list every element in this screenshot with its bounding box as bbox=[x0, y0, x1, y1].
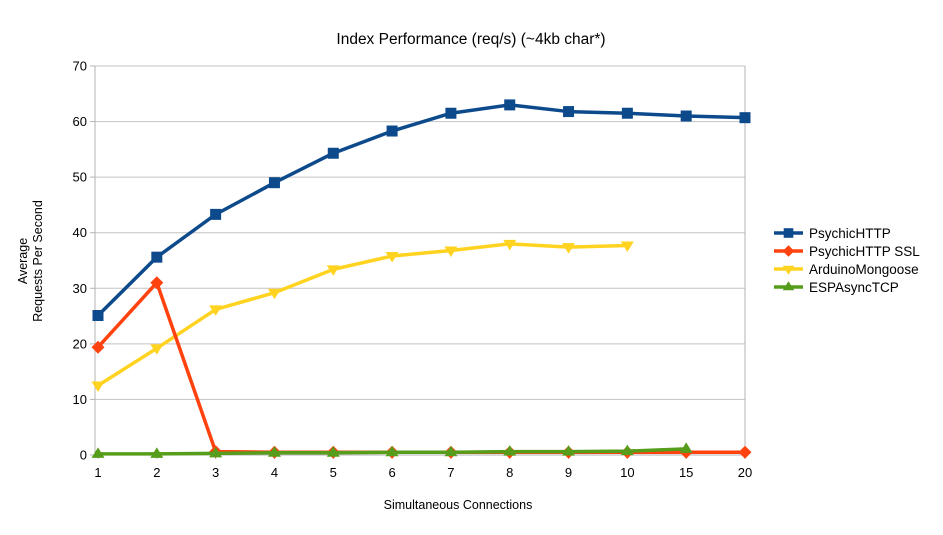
data-point-marker bbox=[91, 340, 105, 354]
legend-item-psychichttp: PsychicHTTP bbox=[774, 226, 891, 241]
data-point-marker bbox=[210, 208, 222, 220]
x-tick-label: 2 bbox=[153, 465, 160, 480]
chart-title: Index Performance (req/s) (~4kb char*) bbox=[336, 31, 605, 48]
data-point-marker bbox=[91, 381, 105, 393]
legend-marker-diamond-icon bbox=[782, 245, 795, 257]
legend-item-espasynctcp: ESPAsyncTCP bbox=[774, 280, 899, 295]
x-tick-label: 5 bbox=[330, 465, 337, 480]
y-tick-label: 30 bbox=[73, 281, 87, 296]
series-lines bbox=[91, 99, 752, 459]
x-tick-label: 4 bbox=[271, 465, 278, 480]
legend-label: PsychicHTTP SSL bbox=[809, 244, 920, 259]
data-point-marker bbox=[92, 310, 104, 322]
data-point-marker bbox=[444, 246, 458, 257]
data-point-marker bbox=[267, 288, 281, 300]
y-axis-title-line2: Requests Per Second bbox=[31, 200, 45, 322]
data-point-marker bbox=[503, 239, 517, 251]
data-point-marker bbox=[267, 446, 281, 457]
data-point-marker bbox=[620, 444, 634, 456]
data-point-marker bbox=[150, 344, 164, 355]
series-line bbox=[96, 280, 745, 454]
x-tick-label: 9 bbox=[565, 465, 572, 480]
data-point-marker bbox=[562, 243, 576, 254]
data-point-marker bbox=[326, 265, 340, 276]
y-tick-label: 0 bbox=[80, 448, 87, 463]
legend-item-arduinomongoose: ArduinoMongoose bbox=[774, 262, 919, 277]
x-tick-label: 6 bbox=[388, 465, 395, 480]
data-point-marker bbox=[445, 107, 457, 119]
legend: PsychicHTTP PsychicHTTP SSL ArduinoMongoos… bbox=[774, 226, 920, 295]
data-point-marker bbox=[268, 177, 280, 189]
x-tick-label: 8 bbox=[506, 465, 513, 480]
y-tick-label: 60 bbox=[73, 114, 87, 129]
data-point-marker bbox=[209, 305, 223, 316]
legend-marker-triangle-down-icon bbox=[782, 265, 795, 275]
data-point-marker bbox=[326, 446, 340, 457]
gridlines bbox=[95, 65, 745, 456]
data-point-marker bbox=[563, 106, 575, 118]
data-point-marker bbox=[327, 147, 339, 159]
data-point-marker bbox=[621, 107, 633, 119]
data-point-marker bbox=[209, 446, 223, 458]
y-tick-label: 20 bbox=[73, 336, 87, 351]
data-point-marker bbox=[91, 447, 105, 458]
data-point-marker bbox=[620, 241, 634, 252]
series-line bbox=[97, 242, 628, 388]
legend-marker-triangle-up-icon bbox=[782, 281, 795, 291]
x-tick-label: 15 bbox=[679, 465, 693, 480]
x-tick-label: 7 bbox=[447, 465, 454, 480]
y-tick-label: 10 bbox=[73, 392, 87, 407]
data-point-marker bbox=[150, 447, 164, 458]
series-psychichttp-ssl bbox=[91, 276, 752, 459]
data-point-marker bbox=[504, 99, 516, 111]
y-tick-label: 40 bbox=[73, 225, 87, 240]
data-point-marker bbox=[739, 112, 751, 124]
data-point-marker bbox=[444, 445, 458, 457]
x-axis-title: Simultaneous Connections bbox=[384, 498, 533, 512]
data-point-marker bbox=[562, 445, 576, 456]
legend-label: ESPAsyncTCP bbox=[809, 280, 899, 295]
data-point-marker bbox=[150, 276, 164, 290]
x-tick-label: 10 bbox=[620, 465, 634, 480]
data-point-marker bbox=[680, 110, 692, 122]
series-arduinomongoose bbox=[91, 239, 634, 393]
legend-label: PsychicHTTP bbox=[809, 226, 891, 241]
series-line bbox=[96, 103, 746, 317]
data-point-marker bbox=[151, 251, 163, 263]
data-point-marker bbox=[679, 442, 693, 453]
legend-label: ArduinoMongoose bbox=[809, 262, 919, 277]
x-tick-label: 3 bbox=[212, 465, 219, 480]
series-psychichttp bbox=[92, 99, 751, 322]
data-point-marker bbox=[386, 125, 398, 137]
data-point-marker bbox=[385, 252, 399, 263]
data-point-marker bbox=[738, 445, 752, 459]
legend-item-psychichttp-ssl: PsychicHTTP SSL bbox=[774, 244, 920, 259]
data-point-marker bbox=[503, 445, 517, 456]
x-tick-label: 20 bbox=[738, 465, 752, 480]
y-axis-title-line1: Average bbox=[16, 238, 30, 284]
y-tick-label: 50 bbox=[73, 170, 87, 185]
x-tick-label: 1 bbox=[94, 465, 101, 480]
y-tick-label: 70 bbox=[73, 59, 87, 74]
legend-marker-square-icon bbox=[783, 228, 794, 238]
series-espasynctcp bbox=[91, 442, 693, 458]
data-point-marker bbox=[385, 445, 399, 457]
